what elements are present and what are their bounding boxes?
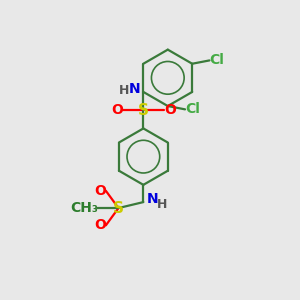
Text: N: N [128,82,140,96]
Text: N: N [147,192,158,206]
Text: Cl: Cl [185,102,200,116]
Text: CH₃: CH₃ [70,201,98,215]
Text: H: H [156,198,167,211]
Text: O: O [94,218,106,232]
Text: S: S [113,201,124,216]
Text: O: O [164,103,176,117]
Text: O: O [111,103,123,117]
Text: S: S [138,103,149,118]
Text: Cl: Cl [209,53,224,68]
Text: H: H [119,84,129,97]
Text: O: O [94,184,106,198]
